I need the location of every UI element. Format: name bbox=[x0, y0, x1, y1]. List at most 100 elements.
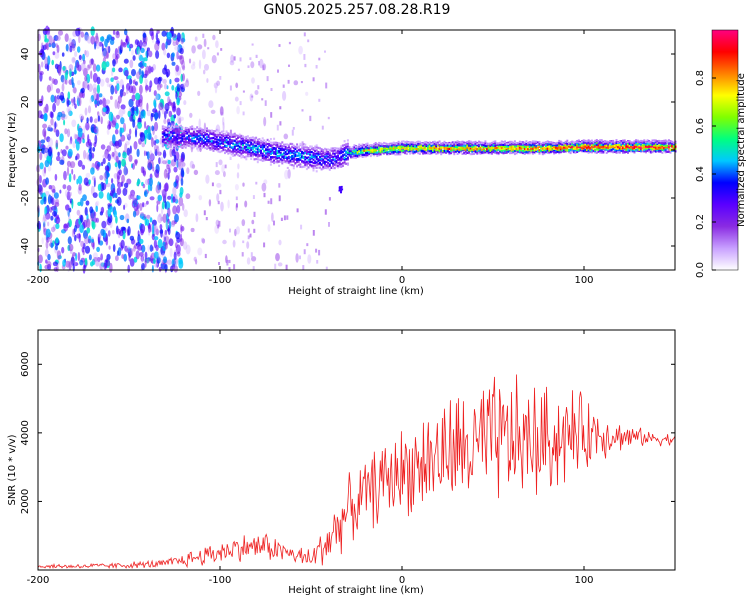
heatmap-ridge-cell bbox=[495, 151, 498, 154]
heatmap-noise-cell bbox=[204, 63, 209, 71]
heatmap-noise-cell bbox=[158, 102, 164, 111]
heatmap-ridge-cell bbox=[672, 144, 675, 147]
heatmap-noise-cell bbox=[74, 138, 77, 144]
heatmap-ridge-cell bbox=[301, 165, 303, 169]
heatmap-ridge-cell bbox=[228, 151, 231, 154]
heatmap-noise-cell bbox=[198, 195, 203, 201]
heatmap-noise-cell bbox=[126, 83, 131, 91]
heatmap-ridge-cell bbox=[451, 151, 454, 154]
heatmap-ridge-cell bbox=[458, 141, 461, 144]
heatmap-stray-cell bbox=[301, 141, 304, 147]
heatmap-noise-cell bbox=[117, 95, 122, 104]
heatmap-noise-cell bbox=[77, 127, 83, 138]
heatmap-noise-cell bbox=[142, 33, 147, 38]
heatmap-ridge-cell bbox=[574, 140, 577, 144]
heatmap-ridge-cell bbox=[243, 150, 246, 153]
heatmap-noise-cell bbox=[193, 169, 199, 176]
heatmap-ridge-cell bbox=[597, 148, 600, 151]
heatmap-ridge-cell bbox=[392, 152, 395, 155]
heatmap-noise-cell bbox=[38, 50, 41, 56]
heatmap-ridge-cell bbox=[292, 147, 295, 150]
heatmap-ridge-cell bbox=[461, 140, 464, 143]
heatmap-noise-cell bbox=[162, 232, 168, 243]
colorbar: 0.00.20.40.60.8 Normalized spectral ampl… bbox=[695, 29, 747, 278]
heatmap-ridge-cell bbox=[618, 151, 621, 154]
heatmap-ridge-cell bbox=[166, 133, 169, 136]
heatmap-ridge-cell bbox=[345, 154, 348, 157]
heatmap-noise-cell bbox=[227, 199, 230, 209]
heatmap-ridge-cell bbox=[322, 161, 325, 164]
heatmap-noise-cell bbox=[163, 183, 169, 193]
heatmap-ridge-cell bbox=[623, 146, 626, 149]
heatmap-ridge-cell bbox=[553, 151, 556, 154]
heatmap-stray-cell bbox=[283, 215, 286, 221]
heatmap-ridge-cell bbox=[294, 151, 297, 154]
heatmap-noise-cell bbox=[116, 83, 120, 92]
heatmap-ridge-cell bbox=[531, 143, 534, 146]
heatmap-ridge-cell bbox=[253, 140, 256, 143]
heatmap-ridge-cell bbox=[353, 146, 356, 149]
heatmap-ridge-cell bbox=[582, 145, 585, 148]
heatmap-ridge-cell bbox=[617, 151, 620, 154]
heatmap-noise-cell bbox=[69, 207, 72, 213]
heatmap-noise-cell bbox=[45, 191, 50, 196]
heatmap-ridge-cell bbox=[497, 148, 500, 151]
heatmap-ridge-cell bbox=[518, 146, 521, 149]
heatmap-ridge-cell bbox=[586, 150, 588, 153]
heatmap-noise-cell bbox=[76, 153, 80, 160]
heatmap-ridge-cell bbox=[409, 147, 412, 150]
heatmap-ridge-cell bbox=[435, 149, 438, 152]
heatmap-ridge-cell bbox=[273, 152, 276, 155]
heatmap-ridge-cell bbox=[165, 126, 167, 129]
heatmap-ridge-cell bbox=[261, 140, 264, 143]
heatmap-ridge-cell bbox=[602, 146, 605, 149]
heatmap-ridge-cell bbox=[378, 144, 380, 147]
heatmap-ridge-cell bbox=[317, 146, 320, 149]
heatmap-noise-cell bbox=[189, 112, 193, 118]
heatmap-ridge-cell bbox=[181, 132, 184, 135]
heatmap-ridge-cell bbox=[286, 156, 289, 159]
heatmap-noise-cell bbox=[46, 155, 51, 162]
heatmap-ridge-cell bbox=[235, 141, 238, 144]
heatmap-ridge-cell bbox=[265, 143, 267, 146]
heatmap-ridge-cell bbox=[558, 150, 561, 153]
heatmap-ridge-cell bbox=[245, 143, 248, 146]
heatmap-noise-cell bbox=[67, 108, 71, 116]
heatmap-ridge-cell bbox=[392, 147, 395, 150]
heatmap-ridge-cell bbox=[191, 132, 194, 135]
heatmap-ridge-cell bbox=[348, 153, 351, 156]
heatmap-ridge-cell bbox=[219, 133, 222, 136]
heatmap-ridge-cell bbox=[302, 155, 305, 158]
heatmap-noise-cell bbox=[174, 198, 179, 204]
heatmap-ridge-cell bbox=[343, 162, 346, 165]
heatmap-ridge-cell bbox=[518, 151, 521, 154]
heatmap-ridge-cell bbox=[445, 149, 448, 152]
heatmap-ridge-cell bbox=[504, 150, 507, 153]
heatmap-ridge-cell bbox=[523, 150, 526, 154]
heatmap-ridge-cell bbox=[605, 144, 608, 147]
heatmap-ridge-cell bbox=[304, 149, 307, 152]
heatmap-ridge-cell bbox=[602, 141, 605, 144]
heatmap-ridge-cell bbox=[646, 144, 649, 147]
heatmap-stray-cell bbox=[235, 196, 238, 201]
heatmap-ridge-cell bbox=[319, 159, 321, 162]
heatmap-ridge-cell bbox=[240, 152, 243, 155]
heatmap-ridge-cell bbox=[289, 142, 292, 145]
heatmap-noise-cell bbox=[220, 201, 224, 212]
heatmap-noise-cell bbox=[84, 76, 88, 81]
heatmap-ridge-cell bbox=[369, 154, 372, 158]
heatmap-ridge-cell bbox=[194, 142, 197, 145]
heatmap-ridge-cell bbox=[289, 160, 292, 163]
heatmap-noise-cell bbox=[38, 254, 43, 264]
heatmap-noise-cell bbox=[164, 200, 167, 210]
heatmap-ridge-cell bbox=[330, 159, 333, 162]
heatmap-noise-cell bbox=[85, 152, 89, 160]
heatmap-ridge-cell bbox=[364, 152, 367, 155]
heatmap-ridge-cell bbox=[209, 143, 212, 146]
heatmap-ridge-cell bbox=[615, 143, 618, 146]
heatmap-ridge-cell bbox=[242, 142, 244, 145]
heatmap-ridge-cell bbox=[443, 140, 446, 143]
heatmap-ridge-cell bbox=[309, 153, 312, 156]
heatmap-noise-cell bbox=[96, 163, 100, 171]
heatmap-noise-cell bbox=[102, 107, 107, 113]
